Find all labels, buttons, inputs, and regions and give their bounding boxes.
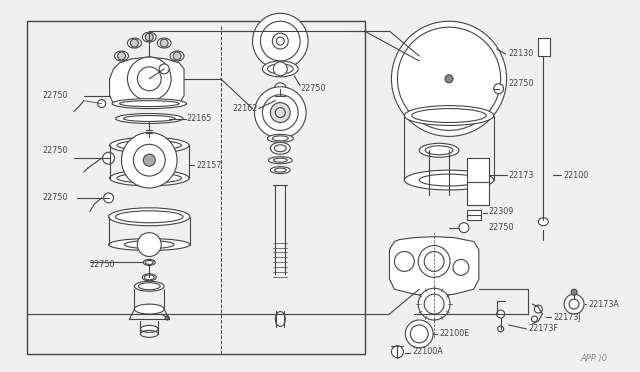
Circle shape [419,288,450,320]
Circle shape [493,84,504,94]
Circle shape [531,316,538,322]
Circle shape [143,154,156,166]
Ellipse shape [134,304,164,314]
Circle shape [405,320,433,348]
Bar [467,210,481,220]
Text: 22173J: 22173J [553,312,581,321]
Text: 22162: 22162 [233,104,258,113]
Ellipse shape [142,274,156,281]
Circle shape [127,57,171,101]
Circle shape [165,316,169,320]
Ellipse shape [268,157,292,164]
Circle shape [419,246,450,277]
Circle shape [104,193,113,203]
Text: 22750: 22750 [509,79,534,88]
Ellipse shape [262,61,298,77]
Text: 22750: 22750 [42,193,68,202]
Circle shape [98,100,106,108]
Bar [538,38,550,56]
Text: 22157: 22157 [196,161,221,170]
Circle shape [392,346,403,358]
Text: 22173F: 22173F [529,324,558,333]
Circle shape [173,52,181,60]
Bar [467,158,489,205]
Circle shape [534,305,542,313]
Circle shape [394,251,414,271]
Text: 22173: 22173 [509,171,534,180]
Circle shape [159,64,169,74]
Circle shape [275,83,286,95]
Text: 22100A: 22100A [412,347,443,356]
Text: 22750: 22750 [489,223,514,232]
Circle shape [138,232,161,256]
Ellipse shape [404,170,493,190]
Ellipse shape [127,38,141,48]
Text: 22173A: 22173A [588,299,619,309]
Ellipse shape [538,218,548,226]
Circle shape [131,39,138,47]
Circle shape [564,294,584,314]
Ellipse shape [270,167,290,174]
Ellipse shape [115,51,129,61]
Ellipse shape [404,106,493,125]
Text: 22100E: 22100E [439,329,469,339]
Circle shape [273,33,288,49]
Text: 22309: 22309 [489,207,514,216]
Ellipse shape [109,208,190,226]
Ellipse shape [142,32,156,42]
Ellipse shape [109,137,189,153]
Text: 22750: 22750 [42,91,68,100]
Text: 22130: 22130 [509,49,534,58]
Ellipse shape [419,143,459,157]
Circle shape [255,87,306,138]
Circle shape [145,33,153,41]
Ellipse shape [170,51,184,61]
Circle shape [273,62,287,76]
Circle shape [253,13,308,69]
Bar [28,21,365,354]
Circle shape [445,75,453,83]
Circle shape [118,52,125,60]
Text: 22750: 22750 [90,260,115,269]
Ellipse shape [143,259,156,265]
Ellipse shape [112,99,186,109]
Ellipse shape [268,134,293,142]
Ellipse shape [134,281,164,291]
Circle shape [453,259,469,275]
Text: APP )0: APP )0 [581,354,608,363]
Circle shape [497,310,504,318]
Text: 22750: 22750 [42,146,68,155]
Text: 22165: 22165 [186,114,211,123]
Circle shape [571,289,577,295]
Circle shape [392,21,507,137]
Ellipse shape [275,312,285,327]
Text: 22750: 22750 [300,84,326,93]
Ellipse shape [157,38,171,48]
Ellipse shape [109,170,189,186]
Polygon shape [390,237,479,296]
Polygon shape [109,57,184,106]
Circle shape [459,223,469,232]
Circle shape [270,103,290,122]
Circle shape [102,152,115,164]
Circle shape [122,132,177,188]
Circle shape [160,39,168,47]
Ellipse shape [270,142,290,154]
Ellipse shape [109,238,190,250]
Text: 22100: 22100 [563,171,588,180]
Ellipse shape [140,326,158,333]
Ellipse shape [116,113,183,124]
